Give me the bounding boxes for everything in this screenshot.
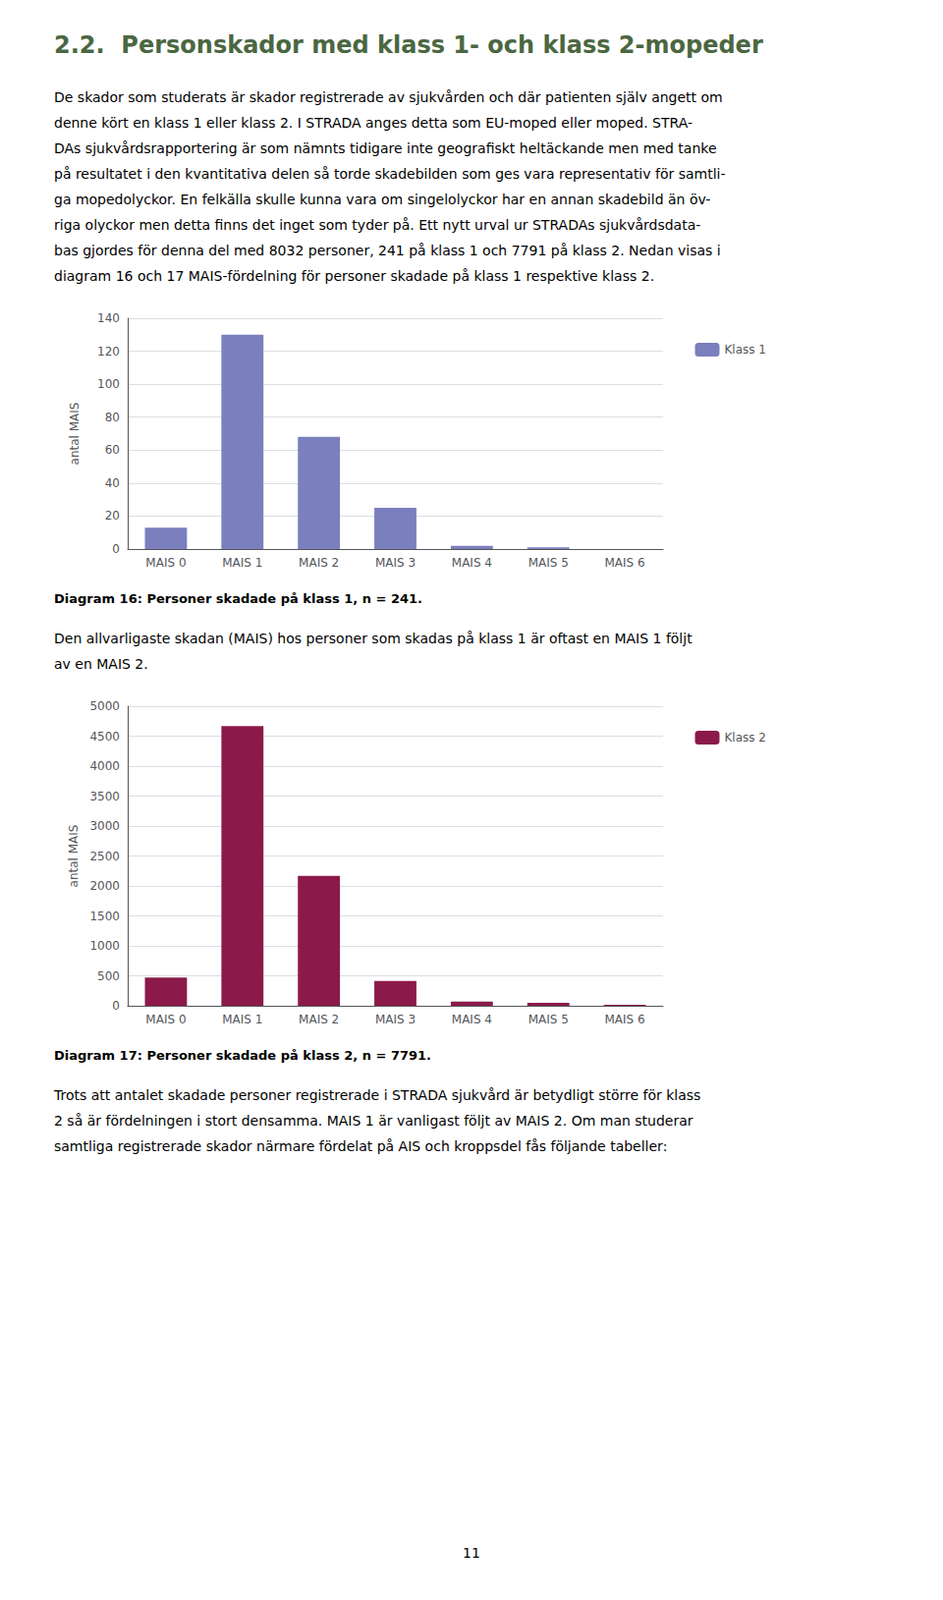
html-text:De skador som studerats är ska: De skador som studerats är skador regist… (54, 89, 723, 106)
svg-text:2000: 2000 (89, 879, 120, 893)
svg-text:120: 120 (97, 344, 120, 359)
html-text:Diagram 17: Personer skadade p: Diagram 17: Personer skadade på klass 2,… (54, 1048, 432, 1063)
svg-text:5000: 5000 (89, 699, 120, 714)
svg-text:antal MAIS: antal MAIS (67, 402, 82, 466)
svg-text:MAIS 4: MAIS 4 (451, 555, 493, 570)
svg-text:100: 100 (97, 377, 120, 391)
svg-text:0: 0 (111, 998, 120, 1013)
html-text:riga olyckor men detta finns d: riga olyckor men detta finns det inget s… (54, 217, 701, 233)
html-text:2 så är fördelningen i stort d: 2 så är fördelningen i stort densamma. M… (54, 1112, 694, 1129)
html-text:samtliga registrerade skador n: samtliga registrerade skador närmare för… (54, 1138, 668, 1155)
svg-text:MAIS 1: MAIS 1 (221, 555, 263, 570)
html-text:på resultatet i den kvantitati: på resultatet i den kvantitativa delen s… (54, 166, 726, 182)
svg-text:20: 20 (105, 508, 120, 523)
svg-text:60: 60 (105, 443, 120, 457)
html-text:ga mopedolyckor. En felkälla s: ga mopedolyckor. En felkälla skulle kunn… (54, 191, 711, 208)
svg-text:3500: 3500 (89, 789, 120, 804)
svg-text:1500: 1500 (89, 909, 120, 924)
html-text:Den allvarligaste skadan (MAIS: Den allvarligaste skadan (MAIS) hos pers… (54, 630, 693, 647)
svg-text:0: 0 (111, 542, 120, 556)
svg-text:2500: 2500 (89, 849, 120, 864)
svg-text:MAIS 3: MAIS 3 (375, 1012, 416, 1027)
svg-text:1000: 1000 (89, 939, 120, 953)
svg-text:MAIS 0: MAIS 0 (145, 555, 186, 570)
svg-text:MAIS 5: MAIS 5 (528, 555, 569, 570)
html-text:DAs sjukvårdsrapportering är s: DAs sjukvårdsrapportering är som nämnts … (54, 140, 717, 157)
svg-text:3000: 3000 (89, 819, 120, 833)
html-text:diagram 16 och 17 MAIS-fördeln: diagram 16 och 17 MAIS-fördelning för pe… (54, 268, 655, 284)
svg-text:MAIS 0: MAIS 0 (145, 1012, 186, 1027)
svg-text:Klass 1: Klass 1 (723, 342, 767, 357)
svg-text:140: 140 (97, 311, 120, 326)
svg-text:MAIS 1: MAIS 1 (221, 1012, 263, 1027)
svg-text:MAIS 4: MAIS 4 (451, 1012, 493, 1027)
svg-text:4500: 4500 (89, 729, 120, 744)
svg-text:MAIS 6: MAIS 6 (604, 555, 645, 570)
svg-text:MAIS 6: MAIS 6 (604, 1012, 645, 1027)
svg-text:40: 40 (105, 476, 120, 491)
svg-text:MAIS 2: MAIS 2 (298, 1012, 339, 1027)
html-text:bas gjordes för denna del med: bas gjordes för denna del med 8032 perso… (54, 242, 721, 259)
svg-text:MAIS 5: MAIS 5 (528, 1012, 569, 1027)
svg-text:500: 500 (97, 969, 120, 984)
svg-text:antal MAIS: antal MAIS (66, 825, 81, 888)
html-text:av en MAIS 2.: av en MAIS 2. (54, 656, 149, 672)
svg-text:Klass 2: Klass 2 (723, 730, 767, 745)
svg-text:80: 80 (105, 410, 120, 425)
html-text:11: 11 (462, 1545, 481, 1561)
html-text:Trots att antalet skadade pers: Trots att antalet skadade personer regis… (54, 1087, 701, 1104)
html-text:2.2. Personskador med klass 1-: 2.2. Personskador med klass 1- och klass… (54, 31, 763, 59)
html-text:Diagram 16: Personer skadade p: Diagram 16: Personer skadade på klass 1,… (54, 591, 423, 607)
svg-text:4000: 4000 (89, 759, 120, 774)
html-text:denne kört en klass 1 eller kl: denne kört en klass 1 eller klass 2. I S… (54, 114, 693, 131)
svg-text:MAIS 2: MAIS 2 (298, 555, 339, 570)
svg-text:MAIS 3: MAIS 3 (375, 555, 416, 570)
